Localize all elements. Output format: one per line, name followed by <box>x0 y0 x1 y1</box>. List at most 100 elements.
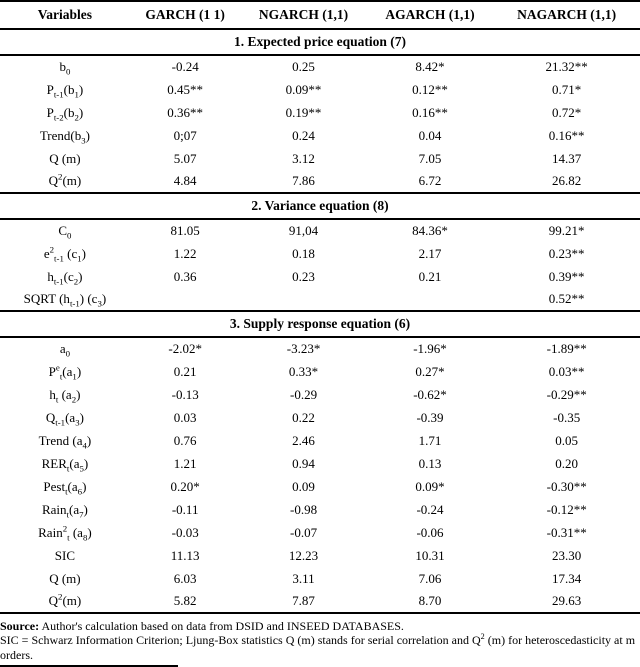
value-cell: -0.24 <box>171 59 199 74</box>
value-cell: 4.84 <box>173 173 197 188</box>
column-header: NAGARCH (1,1) <box>493 1 640 30</box>
value-cell: 0.16** <box>412 104 448 120</box>
variable-label: Pt-1(b1) <box>46 81 84 100</box>
value-cell: 0.20 <box>555 455 579 471</box>
variable-label: SQRT (ht-1) (c3) <box>23 291 107 309</box>
value-cell: -0.31** <box>546 524 587 540</box>
value-cell: 2.46 <box>292 432 315 448</box>
table-row: ht-1(c2) 0.36 0.23 0.21 0.39** <box>0 265 640 288</box>
value-cell: 0.71* <box>552 81 582 97</box>
variable-label: Pet(a1) <box>48 362 82 382</box>
variable-label: a0 <box>59 341 71 359</box>
value-cell: 0.05 <box>555 432 579 448</box>
value-cell: 0.39** <box>548 268 585 284</box>
value-cell: 12.23 <box>288 547 319 563</box>
value-cell: 0.16** <box>548 127 585 143</box>
value-cell: 3.11 <box>292 570 315 586</box>
value-cell: 21.32** <box>545 59 588 74</box>
table-row: b0 -0.24 0.25 8.42* 21.32** <box>0 55 640 78</box>
value-cell <box>240 288 366 311</box>
header-row: Variables GARCH (1 1) NGARCH (1,1) AGARCH (… <box>0 1 640 30</box>
table-row: e2t-1 (c1) 1.22 0.18 2.17 0.23** <box>0 242 640 265</box>
value-cell: 0.76 <box>173 432 197 448</box>
variable-label: ht-1(c2) <box>47 268 83 287</box>
variable-label: Q2(m) <box>48 591 82 608</box>
value-cell: 1.71 <box>418 432 442 448</box>
table-row: RERt(a5) 1.21 0.94 0.13 0.20 <box>0 452 640 475</box>
value-cell: 0.18 <box>292 245 315 261</box>
variable-label: Raint(a7) <box>41 501 88 520</box>
value-cell: 17.34 <box>552 570 582 586</box>
value-cell: 8.70 <box>418 593 442 608</box>
section-title: 3. Supply response equation (6) <box>0 310 640 338</box>
value-cell: -1.96* <box>413 341 447 356</box>
section-title: 1. Expected price equation (7) <box>0 28 640 56</box>
value-cell: 0.23 <box>292 268 315 284</box>
value-cell: 7.06 <box>418 570 442 586</box>
value-cell: 0.72* <box>552 104 582 120</box>
value-cell: 7.05 <box>418 150 442 166</box>
value-cell: -0.98 <box>289 501 318 517</box>
table-row: Pet(a1) 0.21 0.33* 0.27* 0.03** <box>0 360 640 383</box>
value-cell: -0.11 <box>171 501 199 517</box>
column-header: AGARCH (1,1) <box>366 1 494 30</box>
value-cell: 91,04 <box>288 223 319 238</box>
value-cell: 0.45** <box>167 81 204 97</box>
value-cell: 0.04 <box>418 127 442 143</box>
value-cell: -2.02* <box>168 341 202 356</box>
value-cell: 26.82 <box>552 173 582 188</box>
value-cell: 5.07 <box>173 150 197 166</box>
variable-label: Qt-1(a3) <box>45 409 84 428</box>
table-row: Trend(b3) 0;07 0.24 0.04 0.16** <box>0 124 640 147</box>
variable-label: e2t-1 (c1) <box>43 244 86 264</box>
variable-label: Pt-2(b2) <box>46 104 84 123</box>
variable-label: SIC <box>54 547 76 563</box>
value-cell: 8.42* <box>415 59 445 74</box>
value-cell: 1.21 <box>173 455 197 471</box>
value-cell: 0.21 <box>418 268 442 284</box>
value-cell: 11.13 <box>170 547 200 563</box>
value-cell: 0.12** <box>412 81 448 97</box>
value-cell: 0.24 <box>292 127 315 143</box>
variable-label: Q2(m) <box>48 171 82 188</box>
column-header: NGARCH (1,1) <box>240 1 367 30</box>
table-body: 1. Expected price equation (7) b0 -0.24 0.2… <box>0 28 640 613</box>
table-row: Rain2t (a8) -0.03 -0.07 -0.06 -0.31** <box>0 521 640 544</box>
variable-label: ht (a2) <box>49 386 81 405</box>
value-cell: 81.05 <box>170 223 200 238</box>
table-row: Pt-1(b1) 0.45** 0.09** 0.12** 0.71* <box>0 78 640 101</box>
value-cell: 0.13 <box>418 455 442 471</box>
value-cell: 6.03 <box>173 570 197 586</box>
value-cell: 99.21* <box>548 223 585 238</box>
table-row: Q2(m) 5.82 7.87 8.70 29.63 <box>0 590 640 613</box>
table-row: Q2(m) 4.84 7.86 6.72 26.82 <box>0 170 640 193</box>
variable-label: Q (m) <box>49 150 81 166</box>
value-cell: 0.09* <box>415 478 445 494</box>
value-cell: 0.09 <box>292 478 315 494</box>
value-cell: 0.20* <box>170 478 200 494</box>
value-cell: -0.62* <box>413 386 447 402</box>
value-cell: 0.19** <box>285 104 322 120</box>
value-cell: 0.03 <box>173 409 197 425</box>
value-cell: 6.72 <box>418 173 442 188</box>
value-cell: 0.03** <box>548 363 585 379</box>
value-cell: 0.36 <box>173 268 197 284</box>
variable-label: C0 <box>58 223 72 241</box>
column-header: Variables <box>0 1 130 30</box>
value-cell: 1.22 <box>173 245 197 261</box>
value-cell: -0.13 <box>171 386 199 402</box>
table-footnotes: Source: Author's calculation based on da… <box>0 619 640 662</box>
value-cell: 3.12 <box>292 150 315 166</box>
sic-note: SIC = Schwarz Information Criterion; Lju… <box>0 632 636 662</box>
table-row: SQRT (ht-1) (c3) 0.52** <box>0 288 640 311</box>
source-note: Source: Author's calculation based on da… <box>0 619 638 633</box>
value-cell <box>130 288 241 311</box>
table-row: SIC 11.13 12.23 10.31 23.30 <box>0 544 640 567</box>
results-table: Variables GARCH (1 1) NGARCH (1,1) AGARCH (… <box>0 0 640 614</box>
table-row: a0 -2.02* -3.23* -1.96* -1.89** <box>0 337 640 360</box>
value-cell: 23.30 <box>552 547 582 563</box>
value-cell: 0.21 <box>173 363 197 379</box>
variable-label: RERt(a5) <box>41 455 89 474</box>
value-cell: 7.86 <box>292 173 315 188</box>
section-header-row: 1. Expected price equation (7) <box>0 28 640 56</box>
